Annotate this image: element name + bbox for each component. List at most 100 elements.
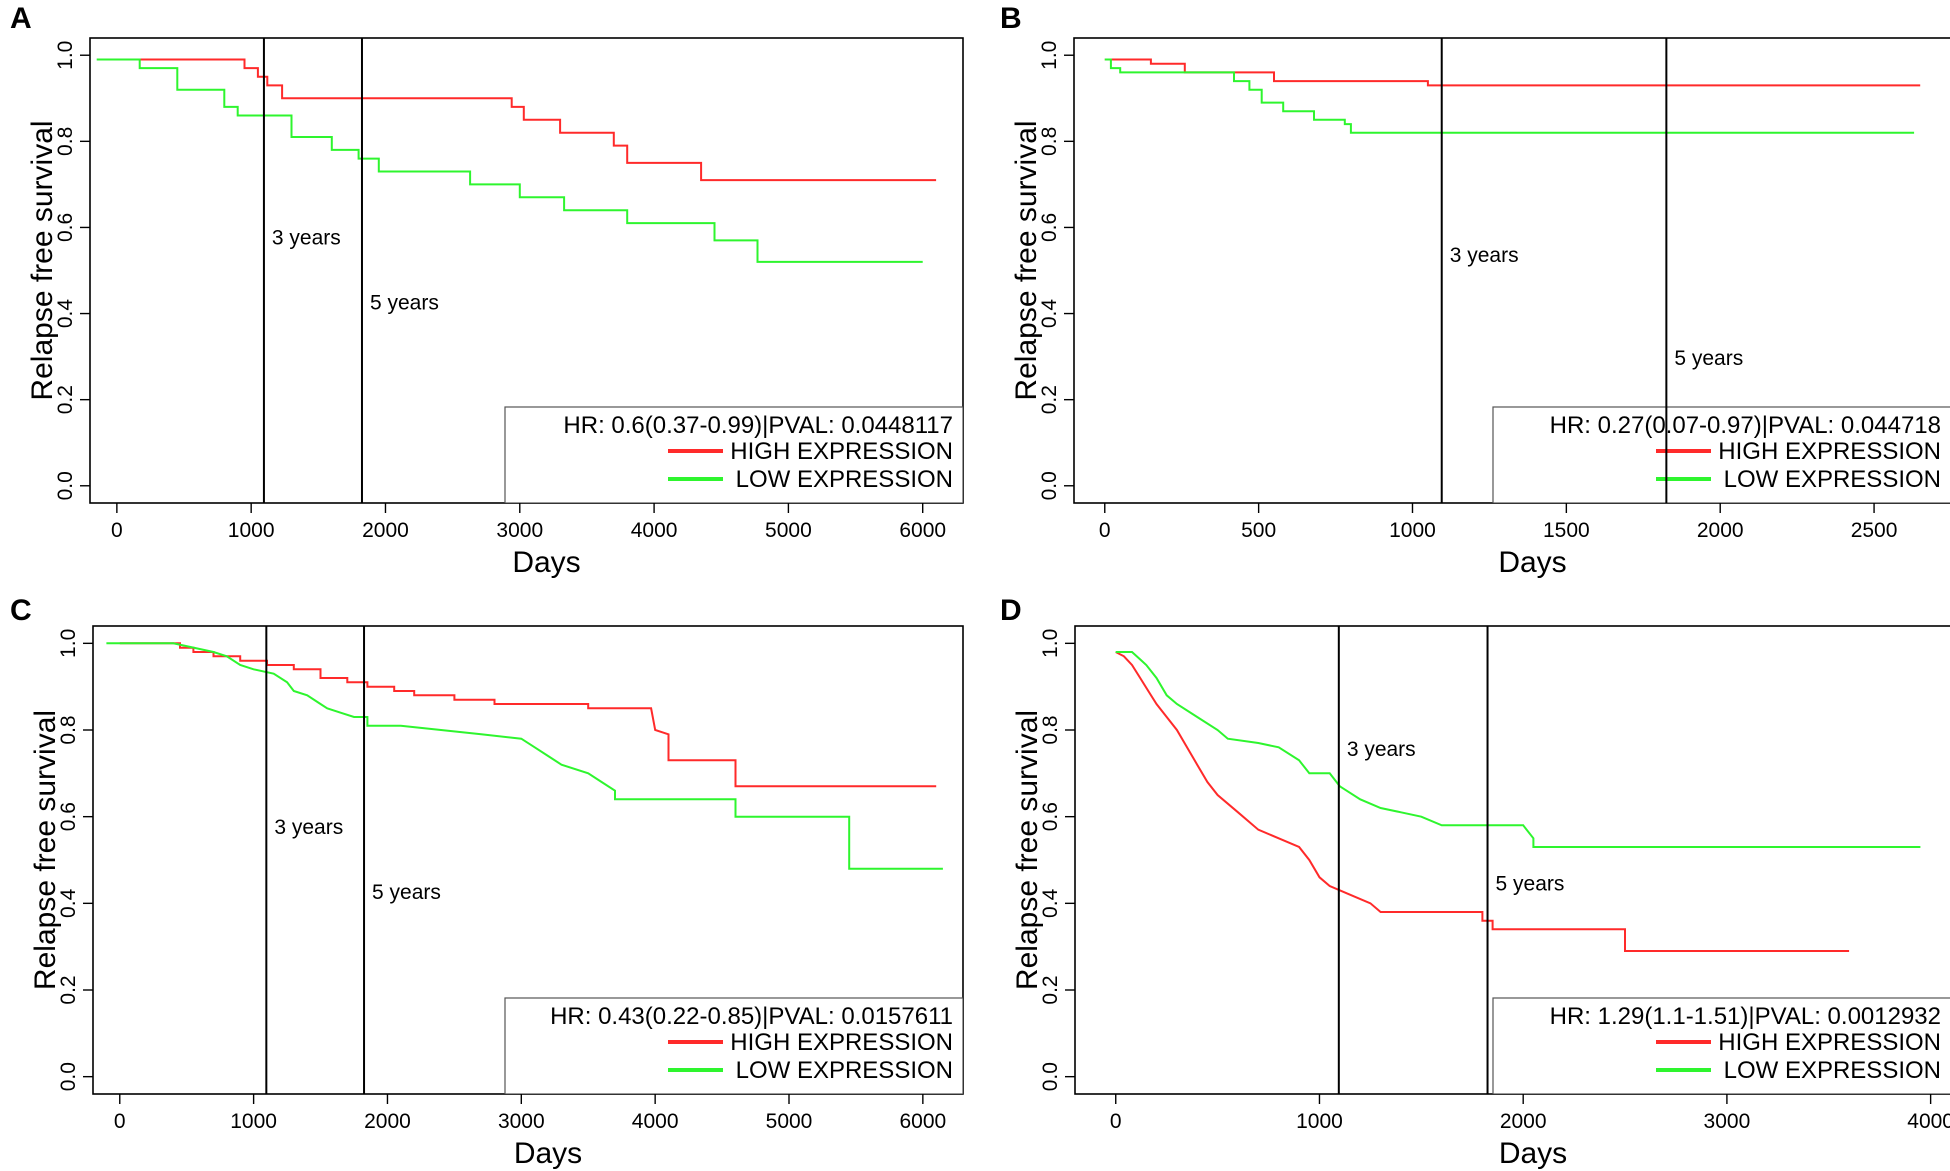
y-tick-label: 1.0 <box>1039 629 1062 658</box>
series-line-high-expression <box>1115 651 1850 952</box>
panel-C: C 0.0 0.2 0.4 0.6 0.8 1.0 0 1000 2000 3000 4000 5000… <box>10 594 964 1170</box>
x-tick-label: 1000 <box>1389 519 1436 542</box>
legend-box <box>1492 406 1950 503</box>
y-tick-label: 0.0 <box>57 1062 80 1091</box>
x-tick-label: 3000 <box>496 519 543 542</box>
x-tick-label: 6000 <box>899 1110 946 1133</box>
legend-stat: HR: 0.27(0.07-0.97)|PVAL: 0.044718 <box>1550 412 1941 439</box>
x-tick-label: 2000 <box>364 1110 411 1133</box>
y-axis-label: Relapse free survival <box>1010 120 1043 400</box>
y-tick-label: 0.2 <box>57 975 80 1004</box>
year-marker-label: 5 years <box>1674 347 1743 370</box>
x-tick-label: 6000 <box>899 519 946 542</box>
y-tick-label: 0.6 <box>57 802 80 831</box>
y-tick-label: 1.0 <box>57 629 80 658</box>
x-tick-label: 4000 <box>1907 1110 1950 1133</box>
x-tick-label: 0 <box>1110 1110 1122 1133</box>
y-tick-label: 0.8 <box>1039 715 1062 744</box>
x-tick-label: 4000 <box>632 1110 679 1133</box>
y-axis-label: Relapse free survival <box>26 120 59 400</box>
panel-label-D: D <box>1000 594 1022 627</box>
legend-stat: HR: 0.6(0.37-0.99)|PVAL: 0.0448117 <box>563 412 953 439</box>
x-axis-label: Days <box>1499 1137 1567 1170</box>
legend-entry: HIGH EXPRESSION <box>730 438 953 465</box>
x-tick-label: 0 <box>114 1110 126 1133</box>
x-tick-label: 1000 <box>1296 1110 1343 1133</box>
year-marker-label: 3 years <box>274 816 343 839</box>
year-marker-label: 3 years <box>1347 738 1416 761</box>
legend-box <box>504 406 963 503</box>
legend-box <box>1492 997 1950 1094</box>
y-tick-label: 0.4 <box>57 888 80 918</box>
year-marker-label: 5 years <box>1496 872 1565 895</box>
x-tick-label: 1500 <box>1543 519 1590 542</box>
x-tick-label: 0 <box>1099 519 1111 542</box>
legend-stat: HR: 0.43(0.22-0.85)|PVAL: 0.0157611 <box>550 1003 953 1030</box>
x-tick-label: 0 <box>111 519 123 542</box>
x-tick-label: 4000 <box>631 519 678 542</box>
year-marker-label: 3 years <box>1450 244 1519 267</box>
y-tick-label: 0.8 <box>57 715 80 744</box>
x-tick-label: 1000 <box>230 1110 277 1133</box>
series-line-low-expression <box>1115 651 1921 848</box>
year-marker-label: 5 years <box>372 881 441 904</box>
legend-entry: LOW EXPRESSION <box>1724 1057 1941 1084</box>
series-line-low-expression <box>1104 58 1915 134</box>
legend-entry: LOW EXPRESSION <box>736 466 953 493</box>
y-tick-label: 0.0 <box>1039 1062 1062 1091</box>
series-line-low-expression <box>106 642 943 870</box>
x-axis-label: Days <box>514 1137 582 1170</box>
y-tick-label: 0.4 <box>1038 299 1061 329</box>
legend-entry: HIGH EXPRESSION <box>1718 1029 1941 1056</box>
y-tick-label: 0.8 <box>1038 127 1061 156</box>
year-marker-label: 3 years <box>272 227 341 250</box>
y-tick-label: 0.2 <box>54 385 77 414</box>
x-axis-label: Days <box>1498 546 1566 579</box>
y-tick-label: 0.4 <box>54 299 77 329</box>
legend-stat: HR: 1.29(1.1-1.51)|PVAL: 0.0012932 <box>1550 1003 1941 1030</box>
panel-B: B 0.0 0.2 0.4 0.6 0.8 1.0 0 500 1000 1500 2000 2500 D… <box>1000 2 1950 579</box>
y-tick-label: 0.6 <box>1038 213 1061 242</box>
panel-D: D 0.0 0.2 0.4 0.6 0.8 1.0 0 1000 2000 3000 4000 Days… <box>1000 594 1950 1170</box>
panel-label-B: B <box>1000 2 1022 35</box>
y-axis-label: Relapse free survival <box>29 710 62 990</box>
legend-entry: HIGH EXPRESSION <box>1718 438 1941 465</box>
y-tick-label: 0.2 <box>1039 975 1062 1004</box>
x-axis-label: Days <box>512 546 580 579</box>
y-tick-label: 0.0 <box>1038 471 1061 500</box>
legend-box <box>504 997 963 1094</box>
x-tick-label: 2500 <box>1851 519 1898 542</box>
y-tick-label: 0.2 <box>1038 385 1061 414</box>
legend-entry: LOW EXPRESSION <box>1724 466 1941 493</box>
x-tick-label: 2000 <box>1697 519 1744 542</box>
y-tick-label: 0.4 <box>1039 888 1062 918</box>
y-tick-label: 1.0 <box>54 41 77 70</box>
panel-label-C: C <box>10 594 32 627</box>
plot-area: HR: 0.43(0.22-0.85)|PVAL: 0.0157611HIGH … <box>106 626 963 1094</box>
y-tick-label: 0.6 <box>54 213 77 242</box>
x-tick-label: 5000 <box>765 519 812 542</box>
y-tick-label: 1.0 <box>1038 41 1061 70</box>
year-marker-label: 5 years <box>370 291 439 314</box>
x-tick-label: 3000 <box>498 1110 545 1133</box>
series-line-high-expression <box>119 642 937 788</box>
y-axis-label: Relapse free survival <box>1011 710 1044 990</box>
x-tick-label: 1000 <box>228 519 275 542</box>
y-tick-label: 0.8 <box>54 127 77 156</box>
legend-entry: HIGH EXPRESSION <box>730 1029 953 1056</box>
y-tick-label: 0.6 <box>1039 802 1062 831</box>
x-tick-label: 500 <box>1241 519 1276 542</box>
x-tick-label: 5000 <box>766 1110 813 1133</box>
series-line-high-expression <box>116 58 937 182</box>
x-tick-label: 3000 <box>1704 1110 1751 1133</box>
legend-entry: LOW EXPRESSION <box>736 1057 953 1084</box>
panel-label-A: A <box>10 2 32 35</box>
panel-A: A 0.0 0.2 0.4 0.6 0.8 1.0 0 1000 2000 3000 4000 5000… <box>10 2 964 579</box>
series-line-low-expression <box>96 58 923 263</box>
y-tick-label: 0.0 <box>54 471 77 500</box>
x-tick-label: 2000 <box>1500 1110 1547 1133</box>
